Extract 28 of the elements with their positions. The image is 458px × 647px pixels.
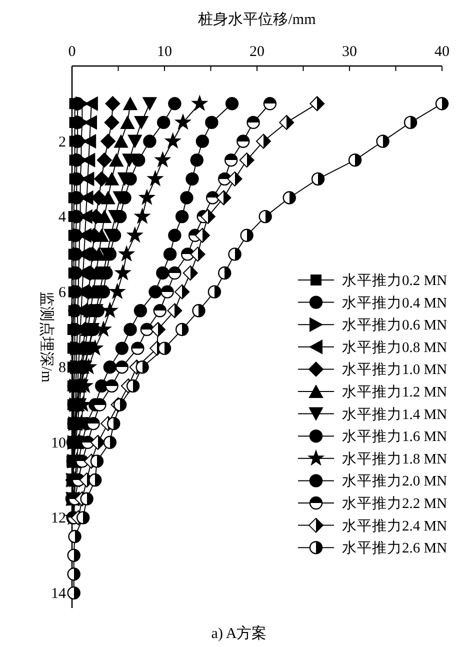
x-tick-label: 10 xyxy=(157,44,172,60)
y-tick-label: 12 xyxy=(51,510,66,527)
y-tick-label: 4 xyxy=(58,210,66,226)
legend-label: 水平推力2.0 MN xyxy=(342,472,448,490)
x-axis-title: 桩身水平位移/mm xyxy=(197,11,316,28)
legend-label: 水平推力2.2 MN xyxy=(342,495,448,512)
legend-label: 水平推力1.8 MN xyxy=(342,450,448,468)
x-tick-label: 20 xyxy=(250,44,264,60)
legend-label: 水平推力0.4 MN xyxy=(342,294,448,312)
y-tick-label: 6 xyxy=(58,284,66,301)
legend-label: 水平推力2.6 MN xyxy=(342,540,448,557)
legend-label: 水平推力0.2 MN xyxy=(342,272,448,289)
legend-label: 水平推力2.4 MN xyxy=(342,517,448,534)
x-tick-label: 0 xyxy=(68,44,76,60)
y-tick-label: 2 xyxy=(58,134,66,150)
x-tick-label: 30 xyxy=(342,44,357,60)
x-tick-label: 40 xyxy=(434,44,450,60)
text: a) A方案 xyxy=(211,625,267,642)
legend-label: 水平推力1.6 MN xyxy=(342,428,448,446)
legend-label: 水平推力1.4 MN xyxy=(342,406,448,423)
legend-label: 水平推力0.6 MN xyxy=(342,316,448,334)
y-tick-label: 14 xyxy=(51,586,66,602)
legend-label: 水平推力1.0 MN xyxy=(342,361,448,378)
legend-label: 水平推力1.2 MN xyxy=(342,384,448,400)
y-tick-label: 8 xyxy=(58,360,66,376)
y-tick-label: 10 xyxy=(51,435,66,452)
legend-label: 水平推力0.8 MN xyxy=(342,338,448,356)
y-axis-title: 监测点埋深/m xyxy=(38,292,55,383)
